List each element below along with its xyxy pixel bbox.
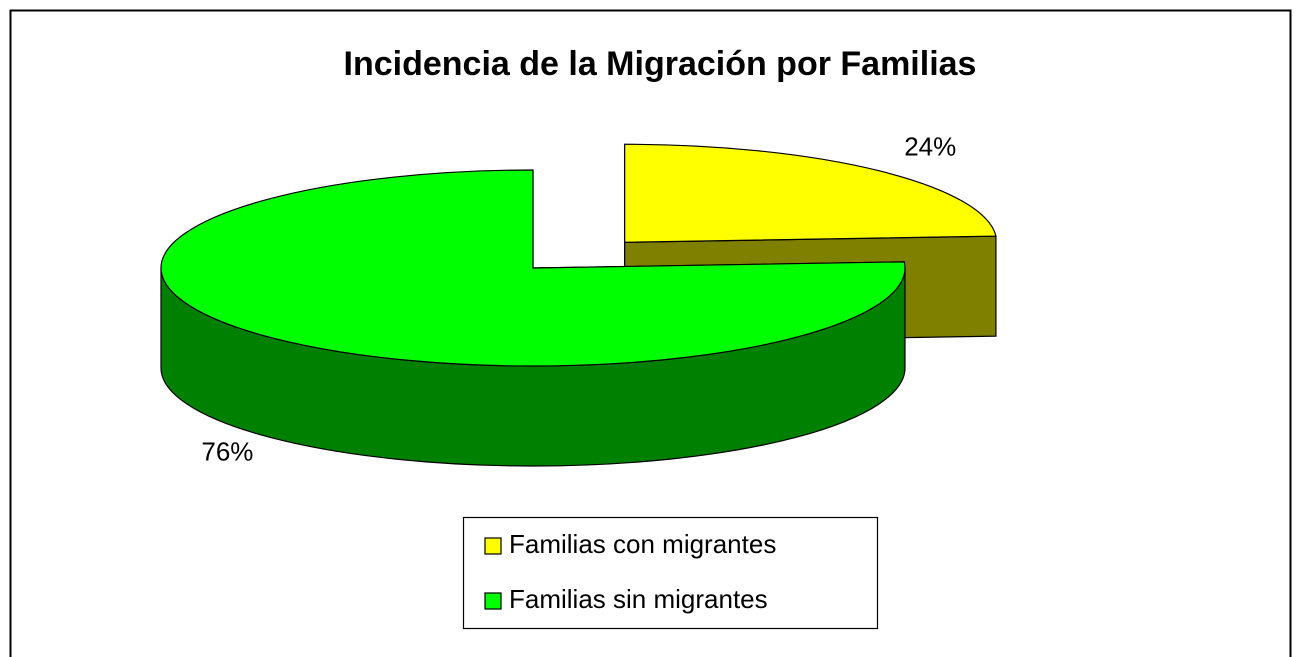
slice: [160, 169, 906, 467]
legend-swatch: [484, 537, 502, 555]
legend-label: Familias sin migrantes: [509, 584, 768, 614]
chart-title: Incidencia de la Migración por Familias: [344, 45, 977, 83]
legend-box: [462, 516, 879, 630]
slice-top: [624, 143, 997, 243]
data-label: 24%: [904, 131, 956, 161]
legend: Familias con migrantes Familias sin migra…: [462, 516, 879, 630]
data-label: 76%: [201, 437, 253, 467]
legend-label: Familias con migrantes: [509, 529, 776, 559]
legend-swatch: [484, 592, 502, 610]
slice-top: [160, 169, 906, 367]
